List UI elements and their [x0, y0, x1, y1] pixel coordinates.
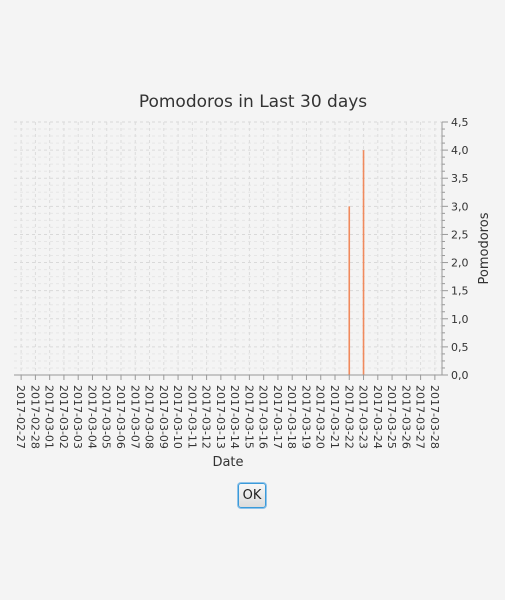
x-axis: 2017-02-27 2017-02-28 2017-03-01 2017-03-02…	[14, 374, 442, 449]
x-tick-label: 2017-03-05	[100, 385, 113, 449]
x-tick-label: 2017-03-04	[85, 385, 98, 449]
x-tick-label: 2017-03-24	[371, 385, 384, 449]
grid-lines	[14, 121, 442, 376]
x-tick-label: 2017-03-23	[357, 385, 370, 449]
y-tick-label: 4,5	[451, 116, 469, 129]
x-tick-label: 2017-03-25	[385, 385, 398, 449]
x-tick-label: 2017-03-08	[143, 385, 156, 449]
x-tick-label: 2017-03-11	[185, 385, 198, 449]
x-tick-label: 2017-03-09	[157, 385, 170, 449]
y-tick-label: 1,5	[451, 285, 469, 298]
chart-title: Pomodoros in Last 30 days	[139, 92, 367, 112]
x-tick-label: 2017-03-18	[285, 385, 298, 449]
x-tick-label: 2017-03-03	[71, 385, 84, 449]
x-tick-label: 2017-03-17	[271, 385, 284, 449]
x-tick-label: 2017-03-28	[428, 385, 441, 449]
x-tick-label: 2017-03-19	[299, 385, 312, 449]
x-tick-label: 2017-03-15	[242, 385, 255, 449]
x-tick-label: 2017-03-21	[328, 385, 341, 449]
y-tick-label: 4,0	[451, 144, 469, 157]
x-tick-label: 2017-02-28	[28, 385, 41, 449]
x-tick-label: 2017-03-22	[342, 385, 355, 449]
y-axis: 0,0 0,5 1,0 1,5 2,0 2,5 3,0 3,5 4,0 4,5	[441, 116, 469, 382]
x-tick-label: 2017-03-01	[43, 385, 56, 449]
y-axis-label: Pomodoros	[477, 212, 492, 284]
x-tick-label: 2017-03-14	[228, 385, 241, 449]
y-tick-label: 0,5	[451, 341, 469, 354]
y-tick-label: 3,5	[451, 172, 469, 185]
bars	[348, 150, 365, 375]
y-tick-label: 3,0	[451, 200, 469, 213]
x-tick-label: 2017-03-07	[128, 385, 141, 449]
y-tick-label: 2,5	[451, 228, 469, 241]
x-tick-label: 2017-03-12	[200, 385, 213, 449]
x-tick-label: 2017-03-26	[399, 385, 412, 449]
x-tick-label: 2017-03-02	[57, 385, 70, 449]
x-tick-label: 2017-03-16	[257, 385, 270, 449]
x-axis-label: Date	[212, 455, 243, 470]
y-tick-label: 2,0	[451, 257, 469, 270]
y-tick-label: 0,0	[451, 369, 469, 382]
y-tick-label: 1,0	[451, 313, 469, 326]
x-tick-label: 2017-03-10	[171, 385, 184, 449]
x-tick-label: 2017-03-13	[214, 385, 227, 449]
x-tick-label: 2017-03-27	[414, 385, 427, 449]
x-tick-label: 2017-03-20	[314, 385, 327, 449]
x-tick-label: 2017-03-06	[114, 385, 127, 449]
pomodoro-chart: Pomodoros in Last 30 days 0,0 0,5 1,0 1,5 2,…	[14, 92, 492, 470]
ok-button[interactable]: OK	[238, 483, 266, 508]
x-tick-label: 2017-02-27	[14, 385, 27, 449]
